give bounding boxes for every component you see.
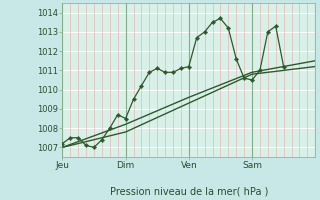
Text: Pression niveau de la mer( hPa ): Pression niveau de la mer( hPa ) [110, 186, 268, 196]
